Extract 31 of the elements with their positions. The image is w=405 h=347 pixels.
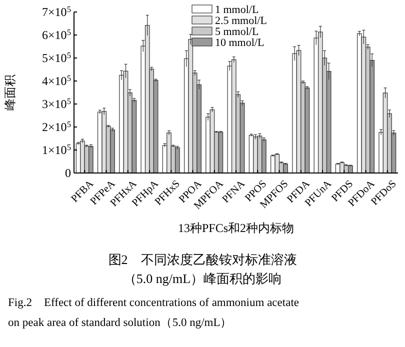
bar xyxy=(274,154,280,174)
bar xyxy=(253,136,258,174)
legend-label: 5 mmol/L xyxy=(215,26,259,38)
legend-label: 1 mmol/L xyxy=(215,4,259,16)
y-tick-label: 1×10$^{5}$ xyxy=(42,142,71,158)
y-axis-title: 峰面积 xyxy=(3,74,17,110)
bar xyxy=(102,111,107,174)
bar xyxy=(166,132,172,174)
bar xyxy=(175,147,180,174)
bar xyxy=(262,139,266,174)
bar xyxy=(88,146,94,174)
legend-label: 2.5 mmol/L xyxy=(215,14,268,27)
caption: Fig.2 Effect of different concentrations of ammonium acetate on peak area of standard solution（5.0 ng/mL） xyxy=(8,297,299,329)
bar xyxy=(80,140,85,174)
bar xyxy=(348,165,353,174)
y-tick-label: 3×10$^{5}$ xyxy=(42,96,71,112)
y-tick-label: 5×10$^{5}$ xyxy=(42,50,71,66)
y-tick-label: 6×10$^{5}$ xyxy=(42,28,71,42)
text: 图2 不同浓度乙酸铵对标准溶液 xyxy=(108,252,297,267)
x-axis-title: 13种PFCs和2种内标物 xyxy=(178,221,294,235)
y-tick-label: 0 xyxy=(65,166,71,180)
y-tick-label: 7×10$^{5}$ xyxy=(42,4,71,20)
y-tick-label: 2×10$^{5}$ xyxy=(42,120,71,134)
y-tick-label: 4×10$^{5}$ xyxy=(42,74,71,88)
bar xyxy=(283,164,288,174)
text: （5.0 ng/mL）峰面积的影响 xyxy=(123,271,282,286)
bar xyxy=(218,132,224,174)
bar xyxy=(119,74,124,174)
bar xyxy=(110,129,115,174)
bar xyxy=(231,59,236,174)
legend-label: 10 mmol/L xyxy=(215,36,264,49)
